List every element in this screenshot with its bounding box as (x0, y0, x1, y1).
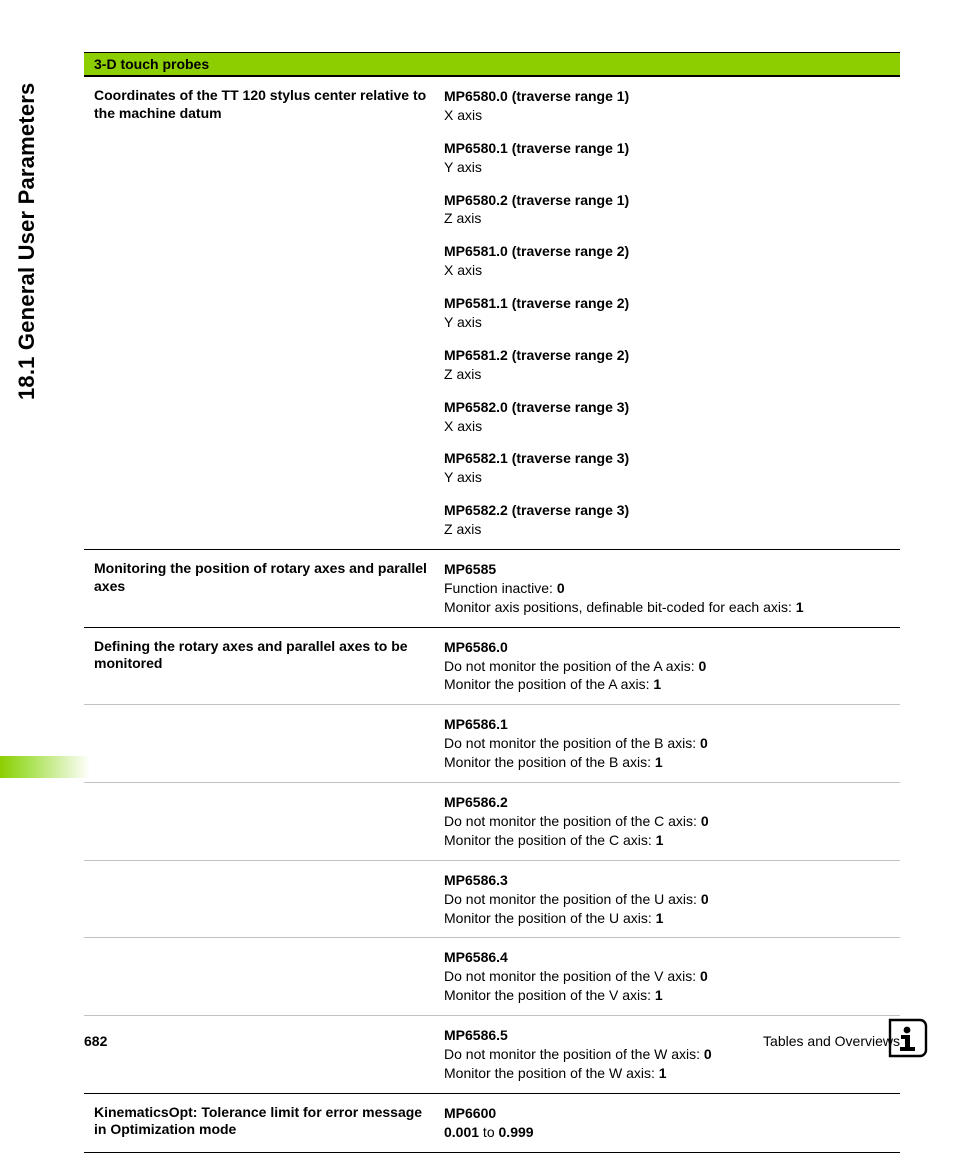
param-line: X axis (444, 417, 894, 436)
param-line: MP6586.1 (444, 715, 894, 734)
table-row: MP6586.1Do not monitor the position of t… (84, 705, 900, 783)
page-footer: 682 Tables and Overviews (84, 1033, 900, 1049)
param-line: Do not monitor the position of the U axi… (444, 890, 894, 909)
param-line: Y axis (444, 158, 894, 177)
param-values: MP66000.001 to 0.999 (434, 1093, 900, 1152)
table-row: Monitoring the position of rotary axes a… (84, 550, 900, 628)
page-edge-tab (0, 756, 90, 778)
param-line: MP6582.0 (traverse range 3) (444, 398, 894, 417)
param-line: Monitor the position of the V axis: 1 (444, 986, 894, 1005)
param-line: MP6580.0 (traverse range 1) (444, 87, 894, 106)
info-icon (884, 1017, 930, 1063)
param-values: MP6585Function inactive: 0Monitor axis p… (434, 550, 900, 628)
parameters-table: Coordinates of the TT 120 stylus center … (84, 76, 900, 1153)
param-entry: MP6581.2 (traverse range 2)Z axis (444, 346, 894, 384)
param-values: MP6586.4Do not monitor the position of t… (434, 938, 900, 1016)
param-description: KinematicsOpt: Tolerance limit for error… (84, 1093, 434, 1152)
param-values: MP6586.1Do not monitor the position of t… (434, 705, 900, 783)
param-entry: MP6581.0 (traverse range 2)X axis (444, 242, 894, 280)
param-line: X axis (444, 106, 894, 125)
param-line: MP6580.1 (traverse range 1) (444, 139, 894, 158)
param-entry: MP6586.3Do not monitor the position of t… (444, 871, 894, 928)
param-line: MP6582.2 (traverse range 3) (444, 501, 894, 520)
param-description (84, 860, 434, 938)
parameters-tbody: Coordinates of the TT 120 stylus center … (84, 77, 900, 1153)
table-row: MP6586.5Do not monitor the position of t… (84, 1016, 900, 1094)
param-line: Do not monitor the position of the V axi… (444, 967, 894, 986)
param-line: Monitor the position of the B axis: 1 (444, 753, 894, 772)
table-row: MP6586.4Do not monitor the position of t… (84, 938, 900, 1016)
param-line: Y axis (444, 313, 894, 332)
param-line: MP6586.4 (444, 948, 894, 967)
param-entry: MP6582.2 (traverse range 3)Z axis (444, 501, 894, 539)
param-entry: MP6586.1Do not monitor the position of t… (444, 715, 894, 772)
param-line: MP6581.0 (traverse range 2) (444, 242, 894, 261)
table-header: 3-D touch probes (84, 52, 900, 76)
footer-section-label: Tables and Overviews (763, 1033, 900, 1049)
param-entry: MP66000.001 to 0.999 (444, 1104, 894, 1142)
param-description: Coordinates of the TT 120 stylus center … (84, 77, 434, 550)
param-line: MP6586.2 (444, 793, 894, 812)
param-description (84, 783, 434, 861)
param-line: Function inactive: 0 (444, 579, 894, 598)
table-row: MP6586.2Do not monitor the position of t… (84, 783, 900, 861)
param-values: MP6586.5Do not monitor the position of t… (434, 1016, 900, 1094)
param-entry: MP6585Function inactive: 0Monitor axis p… (444, 560, 894, 617)
param-entry: MP6582.0 (traverse range 3)X axis (444, 398, 894, 436)
param-line: MP6585 (444, 560, 894, 579)
param-entry: MP6586.0Do not monitor the position of t… (444, 638, 894, 695)
param-description (84, 1016, 434, 1094)
param-entry: MP6586.2Do not monitor the position of t… (444, 793, 894, 850)
page-content: 3-D touch probes Coordinates of the TT 1… (84, 52, 900, 1153)
table-row: KinematicsOpt: Tolerance limit for error… (84, 1093, 900, 1152)
param-line: Z axis (444, 365, 894, 384)
table-row: MP6586.3Do not monitor the position of t… (84, 860, 900, 938)
param-line: Z axis (444, 520, 894, 539)
param-values: MP6586.2Do not monitor the position of t… (434, 783, 900, 861)
param-values: MP6586.0Do not monitor the position of t… (434, 627, 900, 705)
param-line: MP6580.2 (traverse range 1) (444, 191, 894, 210)
param-entry: MP6580.2 (traverse range 1)Z axis (444, 191, 894, 229)
param-description (84, 938, 434, 1016)
table-row: Defining the rotary axes and parallel ax… (84, 627, 900, 705)
param-description: Defining the rotary axes and parallel ax… (84, 627, 434, 705)
page-number: 682 (84, 1033, 107, 1049)
param-line: Monitor axis positions, definable bit-co… (444, 598, 894, 617)
param-line: Monitor the position of the A axis: 1 (444, 675, 894, 694)
param-line: Do not monitor the position of the A axi… (444, 657, 894, 676)
param-entry: MP6582.1 (traverse range 3)Y axis (444, 449, 894, 487)
param-line: Do not monitor the position of the B axi… (444, 734, 894, 753)
param-description (84, 705, 434, 783)
param-line: MP6582.1 (traverse range 3) (444, 449, 894, 468)
param-line: MP6581.2 (traverse range 2) (444, 346, 894, 365)
param-line: MP6581.1 (traverse range 2) (444, 294, 894, 313)
param-entry: MP6580.0 (traverse range 1)X axis (444, 87, 894, 125)
param-line: MP6600 (444, 1104, 894, 1123)
param-line: 0.001 to 0.999 (444, 1123, 894, 1142)
param-line: Monitor the position of the W axis: 1 (444, 1064, 894, 1083)
param-entry: MP6586.4Do not monitor the position of t… (444, 948, 894, 1005)
param-line: X axis (444, 261, 894, 280)
param-entry: MP6580.1 (traverse range 1)Y axis (444, 139, 894, 177)
param-description: Monitoring the position of rotary axes a… (84, 550, 434, 628)
param-values: MP6580.0 (traverse range 1)X axisMP6580.… (434, 77, 900, 550)
param-line: Do not monitor the position of the C axi… (444, 812, 894, 831)
param-line: Z axis (444, 209, 894, 228)
param-line: Monitor the position of the C axis: 1 (444, 831, 894, 850)
param-line: Y axis (444, 468, 894, 487)
param-entry: MP6581.1 (traverse range 2)Y axis (444, 294, 894, 332)
param-line: Monitor the position of the U axis: 1 (444, 909, 894, 928)
section-side-title: 18.1 General User Parameters (14, 83, 40, 400)
param-values: MP6586.3Do not monitor the position of t… (434, 860, 900, 938)
param-line: MP6586.0 (444, 638, 894, 657)
param-line: MP6586.3 (444, 871, 894, 890)
table-row: Coordinates of the TT 120 stylus center … (84, 77, 900, 550)
